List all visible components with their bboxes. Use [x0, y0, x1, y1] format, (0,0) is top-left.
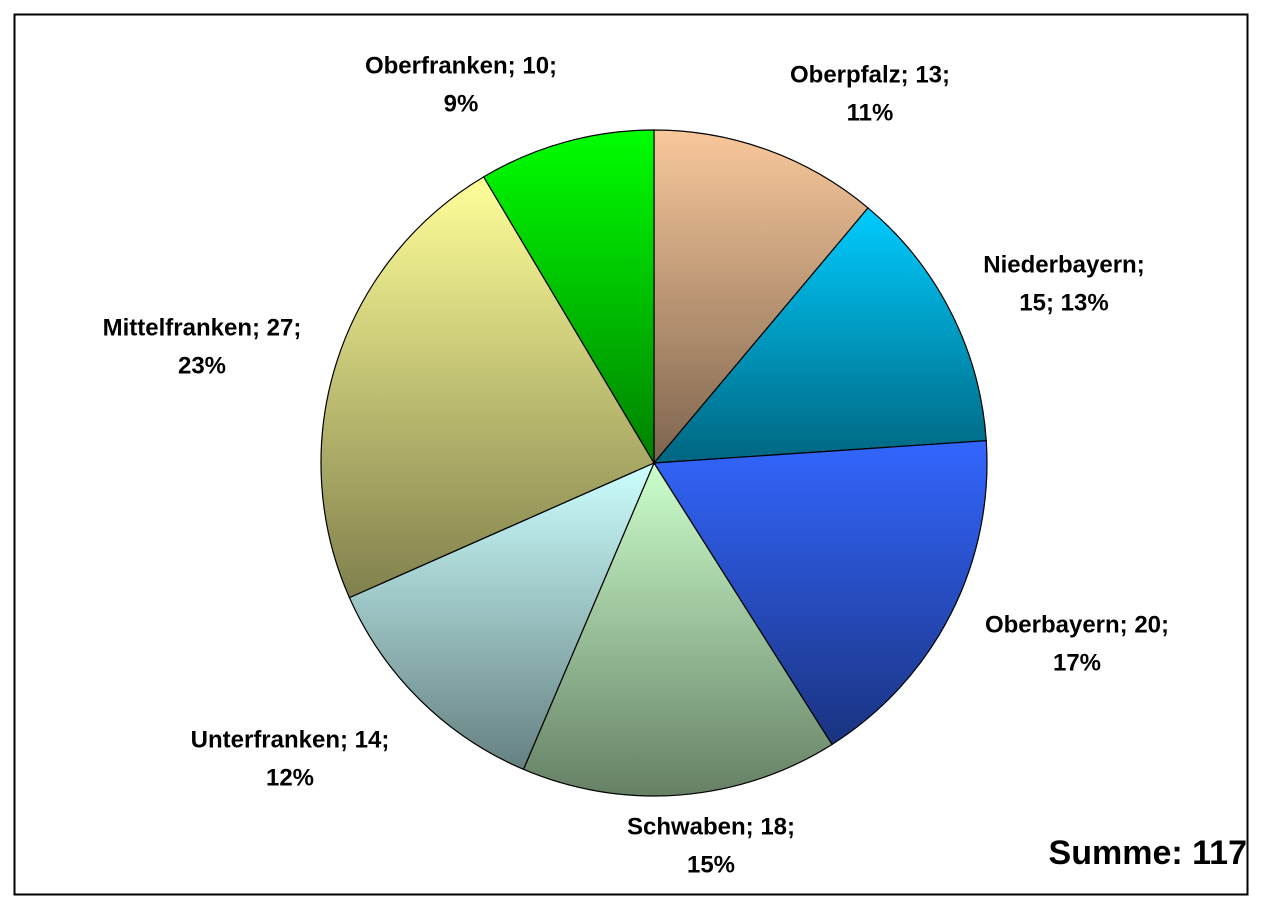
data-label: Unterfranken; 14; [191, 726, 390, 753]
data-label: Schwaben; 18; [627, 813, 795, 840]
data-label: 9% [444, 90, 479, 117]
data-label: Niederbayern; [983, 251, 1144, 278]
pie-slice [652, 440, 988, 746]
pie-slice [482, 129, 655, 466]
data-label: Oberpfalz; 13; [790, 61, 950, 88]
data-label: Oberbayern; 20; [985, 611, 1169, 638]
data-label: Oberfranken; 10; [365, 52, 557, 79]
pie-slice [652, 207, 987, 464]
pie-slice [320, 176, 655, 599]
data-label: 15; 13% [1019, 289, 1108, 316]
data-label: 23% [178, 352, 226, 379]
data-label: 11% [847, 99, 894, 126]
pie-slice [522, 461, 833, 797]
annotation: Summe: 117 [1049, 834, 1247, 872]
data-label: 15% [687, 851, 735, 878]
data-label: 12% [266, 764, 314, 791]
pie-slice [348, 461, 656, 771]
pie-slice [653, 129, 869, 465]
data-label: 17% [1053, 649, 1101, 676]
data-label: Mittelfranken; 27; [103, 314, 302, 341]
